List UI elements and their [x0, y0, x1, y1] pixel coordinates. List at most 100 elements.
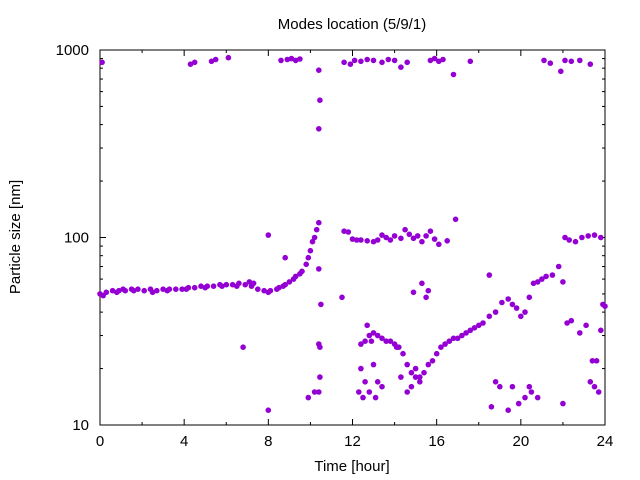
data-point: [431, 55, 438, 62]
data-point: [412, 365, 419, 372]
data-point: [379, 383, 385, 390]
data-point: [404, 389, 411, 395]
data-point: [566, 237, 572, 243]
data-point: [408, 383, 415, 390]
data-point: [492, 309, 499, 315]
y-axis-label: Particle size [nm]: [7, 180, 24, 294]
data-point: [234, 283, 240, 290]
y-tick-label: 1000: [56, 42, 89, 59]
data-point: [387, 338, 394, 345]
data-point: [509, 301, 516, 308]
chart-title: Modes location (5/9/1): [278, 16, 426, 33]
data-point: [587, 61, 594, 67]
data-point: [364, 56, 371, 63]
data-point: [303, 261, 310, 268]
data-point: [317, 374, 323, 380]
data-point: [372, 394, 379, 401]
data-point: [379, 232, 385, 238]
data-point: [505, 407, 512, 414]
data-point: [587, 379, 594, 385]
data-point: [419, 280, 425, 287]
data-point: [562, 234, 568, 241]
data-point: [488, 404, 495, 410]
data-point: [374, 379, 381, 385]
data-point: [515, 400, 522, 407]
data-point: [242, 281, 248, 288]
data-point: [341, 59, 347, 66]
data-point: [583, 322, 589, 329]
data-point: [379, 335, 385, 342]
data-point: [429, 358, 436, 364]
data-point: [404, 59, 411, 66]
data-point: [282, 281, 289, 288]
data-point: [402, 226, 408, 233]
data-point: [423, 294, 429, 301]
data-point: [366, 389, 373, 395]
data-point: [398, 374, 404, 380]
data-point: [541, 57, 547, 64]
data-point: [492, 379, 499, 385]
data-point: [317, 97, 323, 103]
data-point: [173, 286, 179, 293]
data-point: [374, 332, 381, 339]
data-point: [471, 325, 478, 331]
data-point: [421, 369, 427, 376]
data-point: [297, 271, 303, 277]
data-point: [412, 374, 419, 380]
data-point: [286, 279, 293, 285]
data-point: [349, 236, 356, 242]
data-point: [417, 379, 423, 385]
data-point: [358, 365, 364, 372]
data-point: [114, 289, 120, 296]
data-point: [598, 234, 604, 241]
data-point: [307, 247, 314, 254]
data-point: [353, 237, 360, 243]
data-point: [410, 289, 417, 296]
x-tick-label: 16: [428, 433, 445, 450]
data-point: [358, 237, 364, 243]
data-point: [419, 238, 425, 245]
data-point: [547, 60, 554, 66]
data-point: [202, 284, 208, 291]
data-point: [558, 68, 564, 75]
data-point: [526, 383, 533, 390]
data-point: [425, 361, 432, 368]
data-point: [406, 231, 413, 238]
data-point: [404, 361, 411, 368]
data-point: [436, 58, 442, 65]
data-point: [444, 238, 451, 244]
data-point: [99, 59, 105, 66]
data-point: [534, 394, 541, 401]
data-point: [183, 286, 190, 293]
data-point: [305, 394, 312, 401]
data-point: [593, 358, 600, 364]
data-point: [480, 320, 486, 326]
data-point: [400, 350, 406, 357]
y-tick-label: 100: [64, 230, 89, 247]
data-point: [160, 286, 166, 293]
data-point: [442, 341, 448, 347]
y-tick-label: 10: [72, 417, 89, 434]
data-point: [433, 350, 440, 357]
data-point: [135, 286, 141, 293]
data-point: [358, 341, 364, 347]
data-point: [589, 358, 596, 364]
data-point: [317, 344, 323, 351]
data-point: [440, 56, 446, 63]
data-point: [164, 287, 171, 294]
data-point: [486, 313, 493, 320]
data-point: [497, 383, 503, 390]
data-point: [370, 57, 377, 64]
data-point: [265, 407, 272, 414]
data-point: [284, 56, 291, 63]
data-point: [543, 273, 549, 280]
data-point: [383, 338, 390, 345]
data-point: [356, 389, 362, 395]
data-point: [130, 287, 137, 294]
data-point: [602, 303, 608, 310]
data-point: [467, 58, 474, 65]
data-point: [417, 374, 423, 380]
data-point: [431, 236, 438, 242]
data-point: [454, 335, 461, 342]
data-point: [568, 58, 575, 65]
